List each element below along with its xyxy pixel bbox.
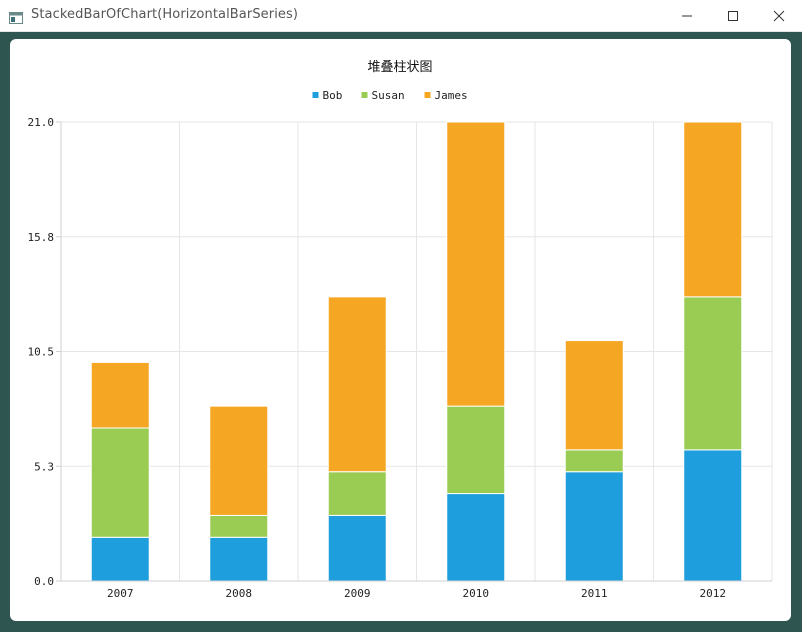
bar-james-2007 bbox=[90, 361, 150, 429]
bar-james-2011 bbox=[564, 340, 624, 451]
x-tick-label-2012: 2012 bbox=[700, 587, 727, 600]
bars bbox=[90, 121, 743, 582]
legend-swatch bbox=[424, 92, 431, 98]
bar-susan-2011 bbox=[564, 449, 624, 473]
stacked-bar-chart: 堆叠柱状图 Bob Susan James 0.0 5.3 10.5 15.8 21.0 2… bbox=[28, 60, 773, 600]
bar-bob-2009 bbox=[327, 514, 387, 582]
bar-james-2012 bbox=[683, 121, 743, 298]
maximize-icon bbox=[728, 10, 738, 21]
bar-susan-2009 bbox=[327, 471, 387, 516]
maximize-button[interactable] bbox=[710, 0, 756, 31]
minimize-icon bbox=[682, 15, 692, 16]
close-icon bbox=[773, 10, 785, 21]
bar-james-2010 bbox=[446, 121, 506, 407]
legend-label: Susan bbox=[372, 89, 405, 102]
legend-item-james: James bbox=[424, 89, 468, 102]
x-tick-label-2008: 2008 bbox=[226, 587, 253, 600]
legend-label: James bbox=[435, 89, 468, 102]
close-button[interactable] bbox=[756, 0, 802, 31]
bar-bob-2011 bbox=[564, 471, 624, 582]
bar-bob-2007 bbox=[90, 536, 150, 582]
grid bbox=[60, 121, 773, 582]
chart-panel: 堆叠柱状图 Bob Susan James 0.0 5.3 10.5 15.8 21.0 2… bbox=[10, 39, 791, 621]
window-title: StackedBarOfChart(HorizontalBarSeries) bbox=[31, 7, 299, 22]
app-icon bbox=[9, 9, 23, 24]
x-tick-label-2010: 2010 bbox=[463, 587, 490, 600]
bar-james-2009 bbox=[327, 296, 387, 473]
y-tick-label: 15.8 bbox=[28, 231, 55, 244]
legend-label: Bob bbox=[323, 89, 343, 102]
legend-swatch bbox=[312, 92, 319, 98]
bar-bob-2010 bbox=[446, 493, 506, 582]
bar-susan-2010 bbox=[446, 405, 506, 495]
bar-susan-2012 bbox=[683, 296, 743, 451]
x-axis: 2007 2008 2009 2010 2011 2012 bbox=[61, 580, 772, 600]
legend-swatch bbox=[361, 92, 368, 98]
bar-susan-2008 bbox=[209, 514, 269, 538]
bar-bob-2008 bbox=[209, 536, 269, 582]
legend-item-susan: Susan bbox=[361, 89, 405, 102]
minimize-button[interactable] bbox=[664, 0, 710, 31]
y-tick-label: 21.0 bbox=[28, 116, 55, 129]
bar-susan-2007 bbox=[90, 427, 150, 538]
y-tick-label: 10.5 bbox=[28, 346, 55, 359]
bar-james-2008 bbox=[209, 405, 269, 516]
x-tick-label-2009: 2009 bbox=[344, 587, 371, 600]
title-bar: StackedBarOfChart(HorizontalBarSeries) bbox=[0, 0, 802, 32]
bar-bob-2012 bbox=[683, 449, 743, 582]
chart-title: 堆叠柱状图 bbox=[367, 60, 432, 75]
y-tick-label: 5.3 bbox=[34, 460, 54, 473]
y-axis: 0.0 5.3 10.5 15.8 21.0 bbox=[28, 116, 62, 588]
y-tick-label: 0.0 bbox=[34, 575, 54, 588]
legend-item-bob: Bob bbox=[312, 89, 343, 102]
legend: Bob Susan James bbox=[312, 89, 468, 102]
x-tick-label-2011: 2011 bbox=[581, 587, 608, 600]
x-tick-label-2007: 2007 bbox=[107, 587, 134, 600]
